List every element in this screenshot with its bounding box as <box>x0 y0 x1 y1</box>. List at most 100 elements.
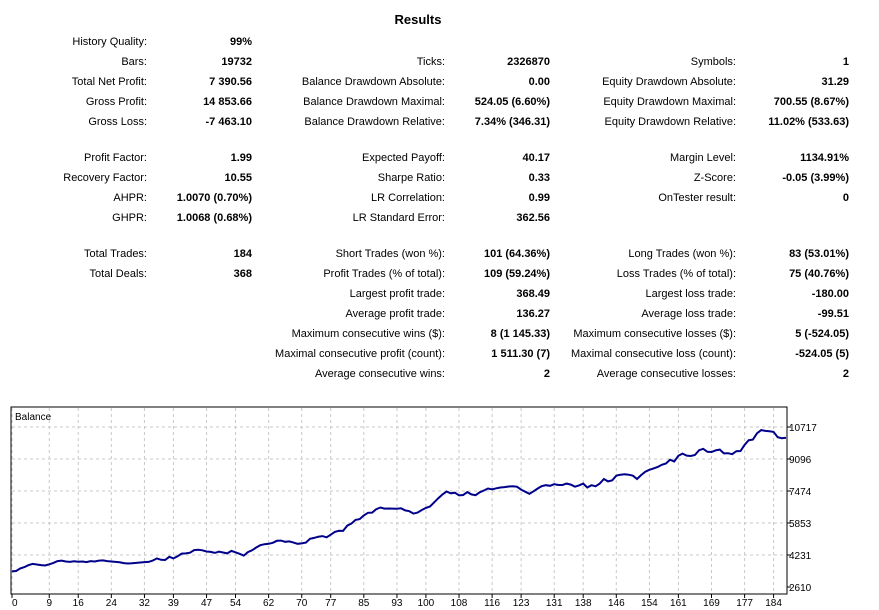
stat-value: 19732 <box>221 56 252 68</box>
x-tick-label: 54 <box>230 598 242 609</box>
stat-value: 2326870 <box>507 56 550 68</box>
stat-value: 83 (53.01%) <box>789 248 849 260</box>
x-tick-label: 131 <box>546 598 563 609</box>
stat-label: Total Trades: <box>84 248 147 260</box>
x-tick-label: 47 <box>201 598 213 609</box>
stat-value: 14 853.66 <box>203 96 252 108</box>
x-tick-label: 62 <box>263 598 275 609</box>
stat-value: 40.17 <box>522 152 550 164</box>
stat-value: 362.56 <box>516 212 550 224</box>
stat-label: Balance Drawdown Relative: <box>304 116 445 128</box>
x-tick-label: 85 <box>358 598 370 609</box>
stat-label: Balance Drawdown Absolute: <box>301 76 445 88</box>
x-tick-label: 138 <box>575 598 592 609</box>
stat-value: 7.34% (346.31) <box>474 116 550 128</box>
stat-value: 1.0070 (0.70%) <box>176 192 252 204</box>
stat-value: 184 <box>233 248 252 260</box>
stat-label: Average consecutive wins: <box>314 368 445 380</box>
y-axis: 10717 9096 7474 5853 4231 2610 <box>787 423 817 594</box>
stat-value: 1 511.30 (7) <box>491 348 550 360</box>
stat-label: Profit Factor: <box>84 152 147 164</box>
y-tick-label: 10717 <box>789 423 817 434</box>
stat-label: Expected Payoff: <box>362 152 445 164</box>
x-tick-label: 70 <box>296 598 308 609</box>
stat-value: -180.00 <box>811 288 849 300</box>
stat-label: Recovery Factor: <box>63 172 147 184</box>
chart-title: Balance <box>15 412 52 423</box>
stat-label: OnTester result: <box>658 192 736 204</box>
stat-value: 11.02% (533.63) <box>768 116 849 128</box>
stat-label: Largest profit trade: <box>349 288 445 300</box>
stat-value: 524.05 (6.60%) <box>474 96 550 108</box>
stat-label: Equity Drawdown Relative: <box>604 116 736 128</box>
stat-value: 0.33 <box>528 172 550 184</box>
x-tick-label: 154 <box>641 598 658 609</box>
stat-value: 368 <box>233 268 252 280</box>
stat-label: GHPR: <box>112 212 147 224</box>
stat-value: 31.29 <box>821 76 849 88</box>
chart-frame <box>10 406 788 595</box>
stat-value: 8 (1 145.33) <box>490 328 550 340</box>
stat-label: LR Standard Error: <box>352 212 445 224</box>
chart-grid <box>11 408 786 593</box>
x-tick-label: 24 <box>106 598 118 609</box>
stat-value: 10.55 <box>224 172 252 184</box>
stat-value: -0.05 (3.99%) <box>782 172 849 184</box>
x-tick-label: 146 <box>608 598 625 609</box>
stat-value: 0.99 <box>528 192 550 204</box>
stat-label: Symbols: <box>690 56 736 68</box>
stat-value: 1134.91% <box>800 152 849 164</box>
stat-value: 2 <box>543 368 550 380</box>
stat-label: AHPR: <box>113 192 147 204</box>
stat-label: Equity Drawdown Absolute: <box>602 76 736 88</box>
stat-label: Margin Level: <box>669 152 736 164</box>
stat-label: Gross Loss: <box>88 116 147 128</box>
x-tick-label: 93 <box>391 598 403 609</box>
stat-label: Maximum consecutive wins ($): <box>291 328 445 340</box>
x-tick-label: 184 <box>765 598 782 609</box>
x-tick-label: 16 <box>73 598 85 609</box>
stat-label: Maximal consecutive loss (count): <box>570 348 736 360</box>
history-quality-value: 99% <box>229 36 252 48</box>
x-tick-label: 9 <box>46 598 52 609</box>
stat-label: Short Trades (won %): <box>335 248 445 260</box>
stat-label: Long Trades (won %): <box>628 248 736 260</box>
stat-label: Total Deals: <box>89 268 147 280</box>
stat-label: Average profit trade: <box>345 308 445 320</box>
stat-value: 2 <box>842 368 849 380</box>
x-tick-label: 100 <box>418 598 435 609</box>
balance-line <box>11 429 787 573</box>
x-tick-label: 169 <box>703 598 720 609</box>
stat-value: 0 <box>842 192 849 204</box>
stat-value: 1.0068 (0.68%) <box>176 212 252 224</box>
stat-label: Loss Trades (% of total): <box>616 268 736 280</box>
x-tick-label: 177 <box>736 598 753 609</box>
x-tick-label: 116 <box>484 598 500 609</box>
stat-label: LR Correlation: <box>371 192 445 204</box>
stat-value: 1.99 <box>230 152 252 164</box>
stat-value: 700.55 (8.67%) <box>773 96 849 108</box>
stat-label: Largest loss trade: <box>645 288 737 300</box>
y-tick-label: 4231 <box>789 551 812 562</box>
stat-value: 136.27 <box>516 308 550 320</box>
x-tick-label: 161 <box>670 598 687 609</box>
stat-label: Bars: <box>121 56 147 68</box>
stat-label: Gross Profit: <box>85 96 147 108</box>
stat-label: Z-Score: <box>693 172 736 184</box>
x-tick-label: 108 <box>451 598 468 609</box>
stat-value: 75 (40.76%) <box>789 268 849 280</box>
stat-label: Ticks: <box>416 56 445 68</box>
stat-label: Equity Drawdown Maximal: <box>603 96 736 108</box>
stat-label: Total Net Profit: <box>71 76 147 88</box>
stat-label: Profit Trades (% of total): <box>323 268 445 280</box>
stat-label: Maximal consecutive profit (count): <box>275 348 445 360</box>
stat-value: -7 463.10 <box>205 116 252 128</box>
x-axis: 0 9 16 24 32 39 47 54 62 70 77 85 93 100 108 116 123 131 1… <box>11 594 782 609</box>
stat-label: Maximum consecutive losses ($): <box>573 328 736 340</box>
stat-value: -524.05 (5) <box>795 348 849 360</box>
stat-value: 5 (-524.05) <box>795 328 849 340</box>
history-quality-label: History Quality: <box>72 36 147 48</box>
y-tick-label: 7474 <box>789 487 812 498</box>
stat-value: 368.49 <box>516 288 550 300</box>
